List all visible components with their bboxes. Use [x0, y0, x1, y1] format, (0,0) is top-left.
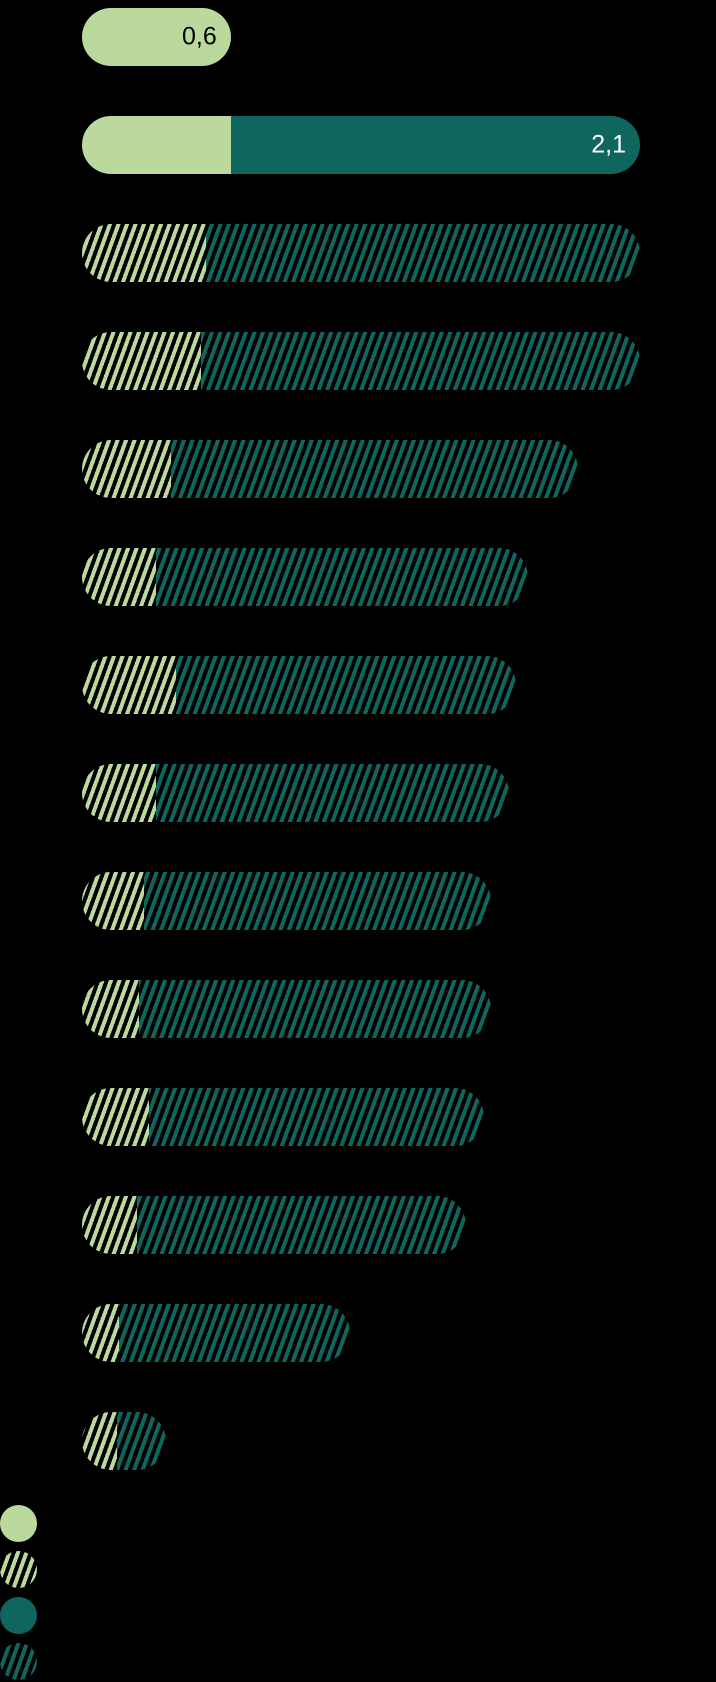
bar-segment-1 — [82, 1196, 137, 1254]
stacked-bar-chart: 0,6 2,1 — [0, 0, 716, 1682]
bar-segment-1 — [82, 548, 156, 606]
bar-segment-1 — [82, 224, 206, 282]
bar-segment-2 — [139, 980, 491, 1038]
bar-segment-1 — [82, 440, 171, 498]
bar-row: 2,1 — [82, 116, 640, 174]
bar-segment-2 — [201, 332, 640, 390]
bar-value-label: 0,6 — [182, 23, 217, 52]
bar-segment-2 — [176, 656, 516, 714]
bar-segment-2 — [171, 440, 578, 498]
bar-segment-1 — [82, 1088, 149, 1146]
bar-segment-1 — [82, 1304, 119, 1362]
bar-segment-2 — [231, 116, 640, 174]
bar-segment-2 — [149, 1088, 484, 1146]
bar-segment-2 — [156, 764, 508, 822]
bar-row — [82, 440, 578, 498]
bar-row — [82, 656, 516, 714]
bar-segment-2 — [117, 1412, 167, 1470]
bar-value-label: 2,1 — [591, 131, 626, 160]
bar-row — [82, 1304, 350, 1362]
legend-swatch — [0, 1597, 37, 1634]
bar-segment-1 — [82, 116, 231, 174]
bar-row — [82, 1088, 484, 1146]
bar-segment-2 — [206, 224, 640, 282]
bar-segment-1 — [82, 764, 156, 822]
bar-row — [82, 1412, 166, 1470]
bar-row — [82, 872, 491, 930]
bar-row: 0,6 — [82, 8, 231, 66]
bar-segment-2 — [156, 548, 528, 606]
legend-swatch — [0, 1505, 37, 1542]
bar-segment-1 — [82, 332, 201, 390]
bar-segment-1 — [82, 1412, 117, 1470]
legend-swatch — [0, 1643, 37, 1680]
bar-segment-2 — [119, 1304, 350, 1362]
bar-segment-2 — [144, 872, 491, 930]
bar-segment-1 — [82, 980, 139, 1038]
legend-swatch — [0, 1551, 37, 1588]
bar-row — [82, 224, 640, 282]
bar-segment-1 — [82, 656, 176, 714]
bar-row — [82, 764, 509, 822]
bar-row — [82, 980, 491, 1038]
bar-segment-1 — [82, 872, 144, 930]
bar-segment-2 — [137, 1196, 467, 1254]
bar-row — [82, 332, 640, 390]
bar-row — [82, 548, 528, 606]
bar-row — [82, 1196, 466, 1254]
